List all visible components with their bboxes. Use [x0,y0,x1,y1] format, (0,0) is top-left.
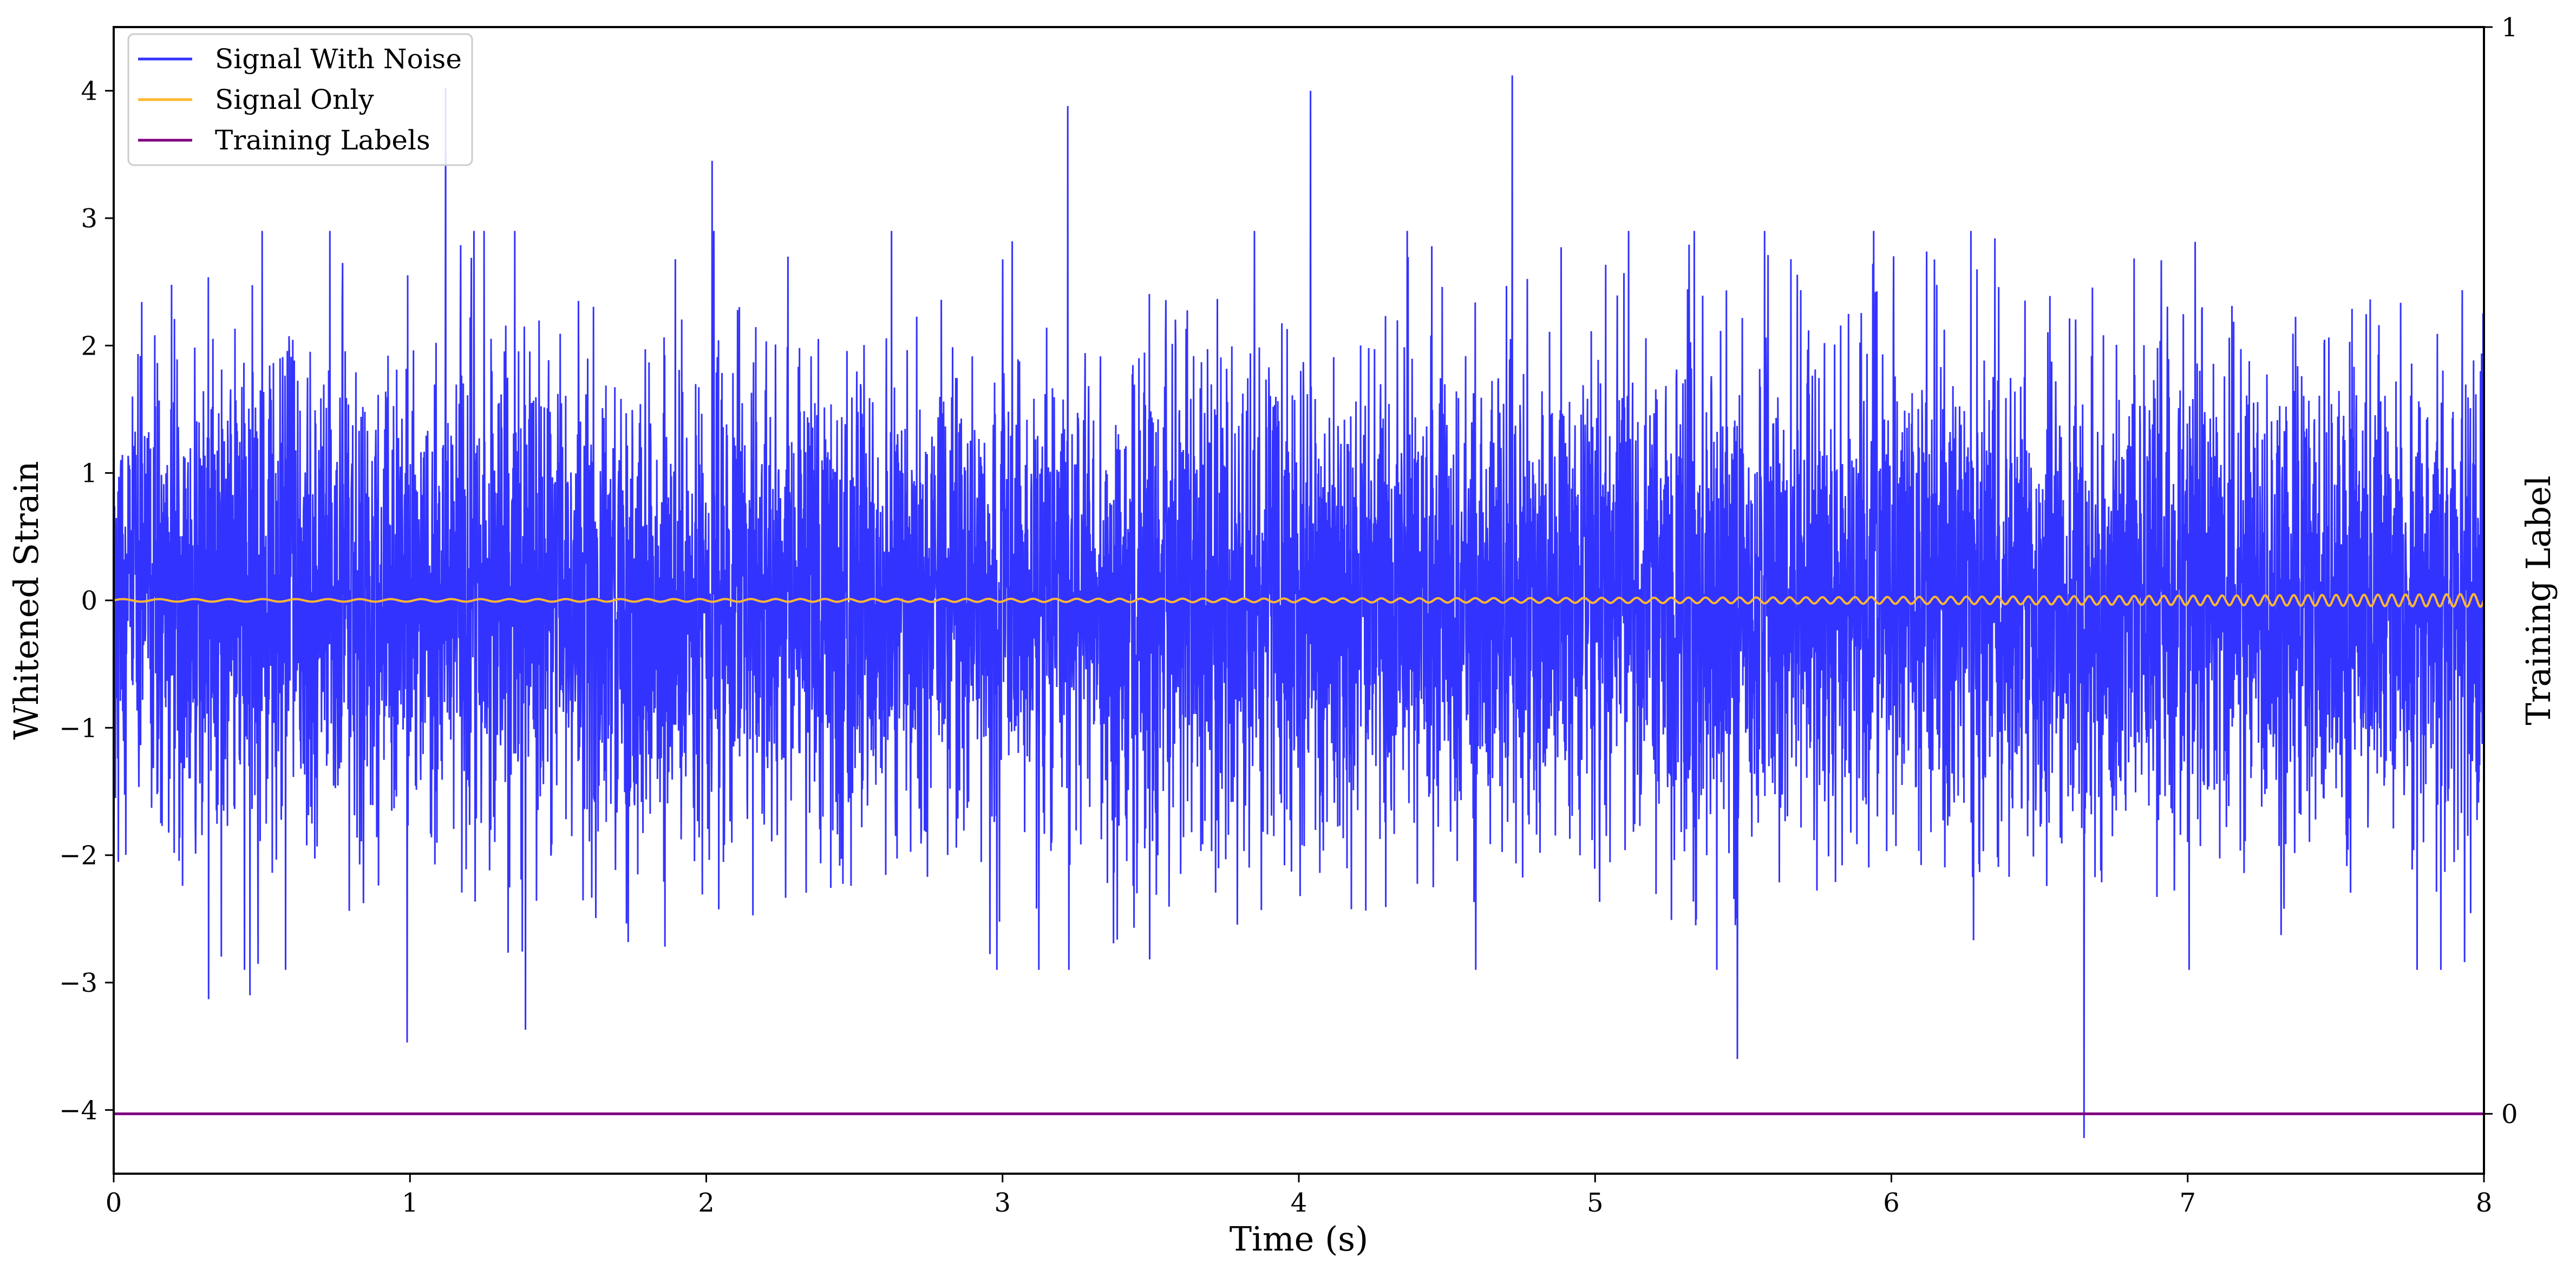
y-tick-label: −3 [59,968,97,998]
series-line-signal-only [114,593,2484,608]
y2-tick-label: 1 [2501,12,2518,43]
x-tick-label: 0 [106,1188,122,1218]
legend-label-signal-with-noise: Signal With Noise [215,43,462,75]
legend-label-signal-only: Signal Only [215,84,374,115]
y-tick-label: 3 [81,204,97,234]
x-tick-label: 4 [1291,1188,1307,1218]
x-tick-label: 3 [994,1188,1011,1218]
y-tick-label: 0 [81,586,97,616]
y2-axis-label: Training Label [2519,475,2558,725]
y-axis-label: Whitened Strain [6,461,46,740]
y-tick-label: −4 [59,1095,97,1126]
plot-content [114,75,2484,1138]
y2-axis: 01 [2484,12,2518,1129]
x-axis-label: Time (s) [1230,1219,1369,1259]
x-tick-label: 2 [698,1188,715,1218]
y2-tick-label: 0 [2501,1099,2518,1129]
y-tick-label: 1 [81,459,97,489]
x-tick-label: 5 [1587,1188,1604,1218]
legend-label-training-labels: Training Labels [215,125,430,156]
y-tick-label: −1 [59,713,97,743]
x-tick-label: 1 [402,1188,419,1218]
x-tick-label: 8 [2476,1188,2493,1218]
x-tick-label: 7 [2179,1188,2196,1218]
y-tick-label: 2 [81,331,97,361]
x-tick-label: 6 [1883,1188,1900,1218]
legend-box [127,33,473,166]
legend: Signal With Noise Signal Only Training L… [127,33,473,166]
series-line-signal-with-noise [114,75,2484,1138]
y-tick-label: 4 [81,76,97,107]
y-tick-label: −2 [59,841,97,871]
x-axis: 0 1 2 3 4 5 6 7 8 [106,1174,2493,1218]
y-axis: −4 −3 −2 −1 0 1 2 3 4 [59,76,114,1126]
